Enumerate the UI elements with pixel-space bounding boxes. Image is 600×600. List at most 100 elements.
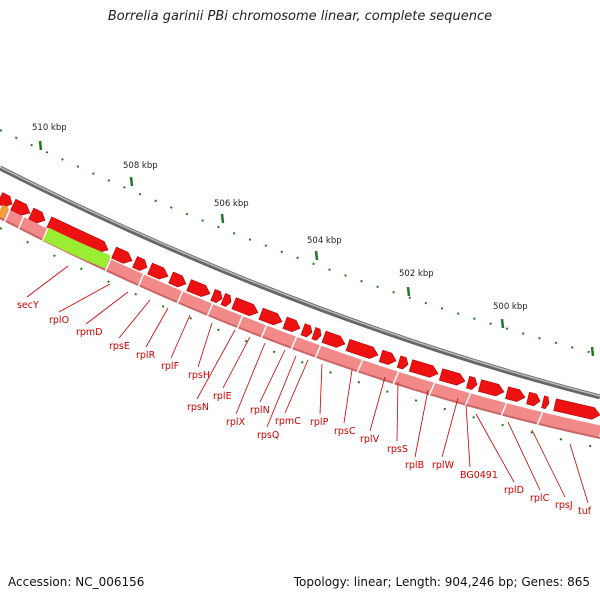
gene-label: rpsH: [188, 370, 210, 381]
scale-label: 508 kbp: [123, 161, 158, 171]
reverse-gene-separators: [3, 208, 544, 426]
gene-separator: [536, 410, 544, 426]
forward-gene-arrow: [345, 339, 379, 359]
gene-leader-line: [507, 421, 541, 491]
gene-leader-line: [319, 363, 323, 415]
gene-leader-line: [531, 429, 566, 498]
forward-gene-arrow: [186, 279, 211, 297]
sequence-backbone-highlight: [0, 166, 600, 397]
major-tick: [38, 140, 43, 151]
orange-gene-fragment: [0, 204, 9, 219]
gene-separator: [428, 381, 436, 397]
forward-gene-arrow: [541, 395, 550, 409]
gene-leader-line: [266, 355, 297, 428]
major-tick: [590, 346, 595, 357]
gene-label: rplV: [360, 434, 380, 445]
gene-labels: secY rplO rpmD rpsE rplR rplF rpsH rpsN rplE rplX…: [17, 300, 592, 517]
forward-gene-arrow: [408, 359, 439, 378]
scale-label: 502 kbp: [399, 269, 434, 279]
gene-label: rpsJ: [555, 500, 573, 511]
gene-leader-line: [396, 381, 399, 442]
gene-label: rpsS: [387, 444, 408, 455]
gene-leader-line: [569, 443, 589, 504]
gene-label: secY: [17, 300, 39, 311]
gene-label: rplX: [226, 417, 246, 428]
gene-separator: [17, 215, 25, 231]
gene-separator: [41, 227, 49, 243]
gene-leader-line: [58, 283, 111, 313]
gene-label: rplO: [49, 315, 69, 326]
gene-label: rplW: [432, 460, 455, 471]
gene-label: rplE: [213, 391, 232, 402]
gene-label: rplF: [161, 361, 179, 372]
gene-leader-line: [145, 307, 169, 348]
gene-leader-line: [222, 336, 251, 389]
genome-summary-text: Topology: linear; Length: 904,246 bp; Ge…: [293, 575, 590, 589]
forward-gene-arrow: [311, 327, 322, 341]
forward-gene-arrow: [0, 192, 13, 208]
gene-label: rpsC: [334, 426, 356, 437]
forward-gene-arrow: [147, 262, 169, 280]
forward-gene-arrow: [111, 246, 133, 264]
gene-separator: [236, 314, 244, 330]
gene-leader-line: [475, 413, 515, 483]
major-tick: [129, 176, 134, 187]
scale-label: 510 kbp: [32, 123, 67, 133]
forward-gene-arrow: [132, 256, 148, 271]
forward-gene-arrow: [258, 307, 283, 326]
forward-gene-arrow: [438, 368, 466, 386]
gene-separator: [260, 324, 268, 339]
forward-gene-arrow: [478, 379, 505, 397]
map-title: Borrelia garinii PBi chromosome linear, …: [107, 9, 493, 24]
accession-text: Accession: NC_006156: [8, 575, 145, 589]
gene-leader-line: [118, 299, 151, 339]
sequence-backbone: [0, 165, 600, 400]
gene-label: rpsQ: [257, 430, 279, 441]
gene-label: rplB: [405, 460, 424, 471]
gene-leader-line: [259, 349, 286, 403]
forward-gene-arrow: [28, 207, 46, 224]
gene-label: rpsE: [109, 341, 130, 352]
gene-leader-line: [26, 265, 69, 298]
scale-label: 504 kbp: [307, 236, 342, 246]
forward-gene-arrow: [210, 289, 223, 304]
gene-label: BG0491: [460, 470, 498, 481]
gene-label: rpmC: [275, 416, 301, 427]
gene-separator: [176, 290, 184, 305]
gene-leader-line: [235, 342, 266, 415]
gene-separator: [356, 358, 364, 374]
forward-gene-arrow: [168, 271, 187, 288]
reverse-gene-track-shadow: [0, 217, 600, 439]
scale-label: 506 kbp: [214, 199, 249, 209]
gene-leader-line: [85, 291, 129, 325]
forward-gene-arrow: [553, 398, 600, 420]
forward-gene-arrow: [10, 198, 31, 216]
gene-label-leaders: [26, 265, 589, 504]
forward-gene-arrow: [505, 386, 526, 402]
forward-gene-arrow: [378, 349, 397, 365]
gene-leader-line: [465, 404, 471, 468]
major-tick: [500, 318, 505, 329]
forward-gene-arrow: [282, 316, 301, 333]
forward-gene-arrow: [396, 355, 409, 370]
gene-leader-line: [369, 376, 386, 432]
major-tick: [314, 250, 319, 261]
gene-separator: [104, 257, 112, 273]
scale-labels: 510 kbp 508 kbp 506 kbp 504 kbp 502 kbp 500 k…: [32, 123, 528, 312]
gene-leader-line: [284, 359, 309, 414]
gene-leader-line: [343, 369, 353, 424]
major-tick: [220, 213, 225, 224]
secy-gene-highlight: [42, 227, 111, 269]
gene-label: rplP: [310, 417, 329, 428]
forward-gene-arrow: [231, 297, 259, 317]
gene-separator: [3, 208, 11, 224]
gene-leader-line: [197, 322, 213, 368]
scale-ticks: [38, 140, 595, 357]
gene-label: rplR: [136, 350, 156, 361]
gene-leader-line: [441, 397, 459, 458]
gene-label: rpsN: [187, 402, 209, 413]
gene-label: rplN: [250, 405, 270, 416]
forward-gene-arrow: [526, 391, 541, 407]
